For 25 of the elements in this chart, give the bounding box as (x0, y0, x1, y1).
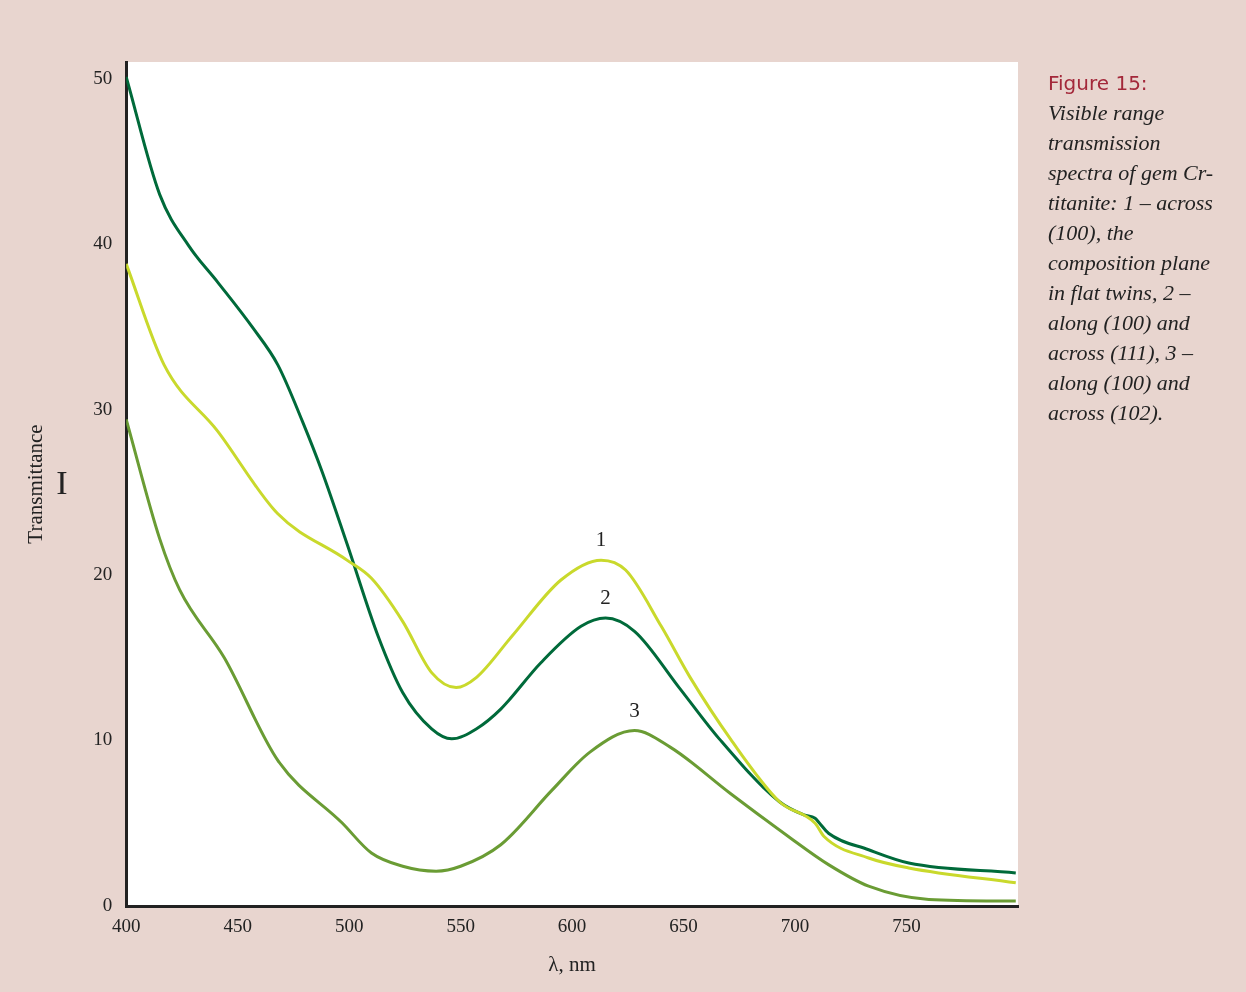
x-tick-label: 700 (780, 915, 810, 937)
series-label: 1 (595, 527, 607, 552)
line-series (126, 262, 1018, 885)
x-tick-label: 400 (111, 915, 141, 937)
text: I (56, 464, 68, 501)
text: Visible range transmission spectra of gem Cr-titanite: 1 – across (100), the composition plane in flat twins, 2 – along (100) and across (111), 3 – along (100) and across (102). (1048, 100, 1214, 425)
x-tick-label: 500 (334, 915, 364, 937)
x-axis-title: λ, nm (548, 951, 596, 976)
y-tick-label: 50 (93, 66, 113, 88)
series-label: 2 (600, 585, 611, 610)
y-tick-label: 30 (93, 397, 113, 419)
line-series (126, 417, 1018, 903)
y-tick-label: 20 (93, 563, 113, 584)
x-tick-label: 450 (223, 915, 252, 937)
x-tick-label: 750 (892, 915, 921, 937)
line-series (126, 75, 1018, 875)
series-label: 3 (629, 697, 640, 722)
y-tick-label: 0 (102, 893, 113, 915)
y-tick-label: 10 (93, 728, 113, 750)
y-tick-label: 40 (93, 232, 113, 254)
x-tick-label: 600 (557, 915, 587, 937)
y-axis-title: Transmittance (23, 424, 48, 544)
x-tick-label: 550 (446, 915, 475, 937)
text: Figure 15: (1048, 70, 1149, 97)
x-tick-label: 650 (669, 915, 698, 937)
